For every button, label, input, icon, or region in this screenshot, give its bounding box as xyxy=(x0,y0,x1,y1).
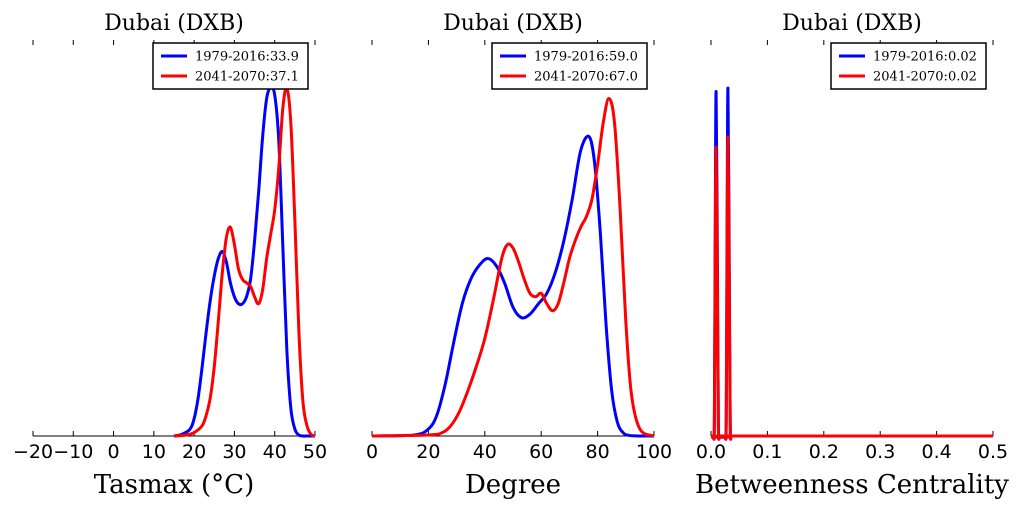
legend-label: 2041-2070:0.02 xyxy=(873,70,977,85)
legend: 1979-2016:33.9 2041-2070:37.1 xyxy=(152,42,309,90)
series-line-baseline xyxy=(710,86,993,441)
x-tick-label: 60 xyxy=(529,441,553,463)
series-line-baseline xyxy=(371,134,655,438)
x-tick-label: 0 xyxy=(108,441,120,463)
x-tick-label: 30 xyxy=(222,441,246,463)
x-tick-label: 0.1 xyxy=(752,441,782,463)
series-line-future xyxy=(371,96,655,438)
x-axis-label: Degree xyxy=(465,470,561,500)
x-axis-label: Tasmax (°C) xyxy=(94,470,254,500)
x-tick-label: 0.0 xyxy=(696,441,726,463)
x-tick-label: 20 xyxy=(416,441,440,463)
chart-title: Dubai (DXB) xyxy=(443,11,583,36)
chart-panel-1: Dubai (DXB) −20 −10 0 10 20 30 40 50 Tasmax (°C) 1… xyxy=(13,11,327,500)
x-tick-label: 40 xyxy=(263,441,287,463)
x-tick-label: 0.5 xyxy=(978,441,1008,463)
legend: 1979-2016:0.02 2041-2070:0.02 xyxy=(830,42,987,90)
legend-label: 1979-2016:33.9 xyxy=(195,50,299,65)
chart-panel-2: Dubai (DXB) 0 20 40 60 80 100 Degree 1979-2016:5… xyxy=(366,11,672,500)
legend: 1979-2016:59.0 2041-2070:67.0 xyxy=(491,42,648,90)
x-tick-label: 80 xyxy=(586,441,610,463)
x-tick-label: 20 xyxy=(182,441,206,463)
legend-label: 1979-2016:0.02 xyxy=(873,50,977,65)
legend-label: 2041-2070:37.1 xyxy=(195,70,299,85)
x-tick-label: 40 xyxy=(473,441,497,463)
legend-box xyxy=(830,42,987,90)
x-axis-label: Betweenness Centrality xyxy=(695,470,1009,500)
x-tick-label: −20 xyxy=(13,441,53,463)
chart-title: Dubai (DXB) xyxy=(782,11,922,36)
legend-box xyxy=(152,42,309,90)
series-line-future xyxy=(173,86,316,438)
x-tick-label: 0 xyxy=(366,441,378,463)
x-tick-label: 100 xyxy=(636,441,672,463)
legend-label: 2041-2070:67.0 xyxy=(534,70,638,85)
series-line-future xyxy=(710,135,993,441)
x-tick-label: 0.2 xyxy=(809,441,839,463)
x-tick-label: −10 xyxy=(53,441,93,463)
series-line-baseline xyxy=(173,86,315,438)
chart-panel-3: Dubai (DXB) 0.0 0.1 0.2 0.3 0.4 0.5 Betweenness… xyxy=(695,11,1009,500)
chart-title: Dubai (DXB) xyxy=(104,11,244,36)
x-tick-label: 0.4 xyxy=(921,441,951,463)
legend-label: 1979-2016:59.0 xyxy=(534,50,638,65)
x-tick-label: 0.3 xyxy=(865,441,895,463)
x-tick-label: 10 xyxy=(142,441,166,463)
x-tick-label: 50 xyxy=(303,441,327,463)
legend-box xyxy=(491,42,648,90)
